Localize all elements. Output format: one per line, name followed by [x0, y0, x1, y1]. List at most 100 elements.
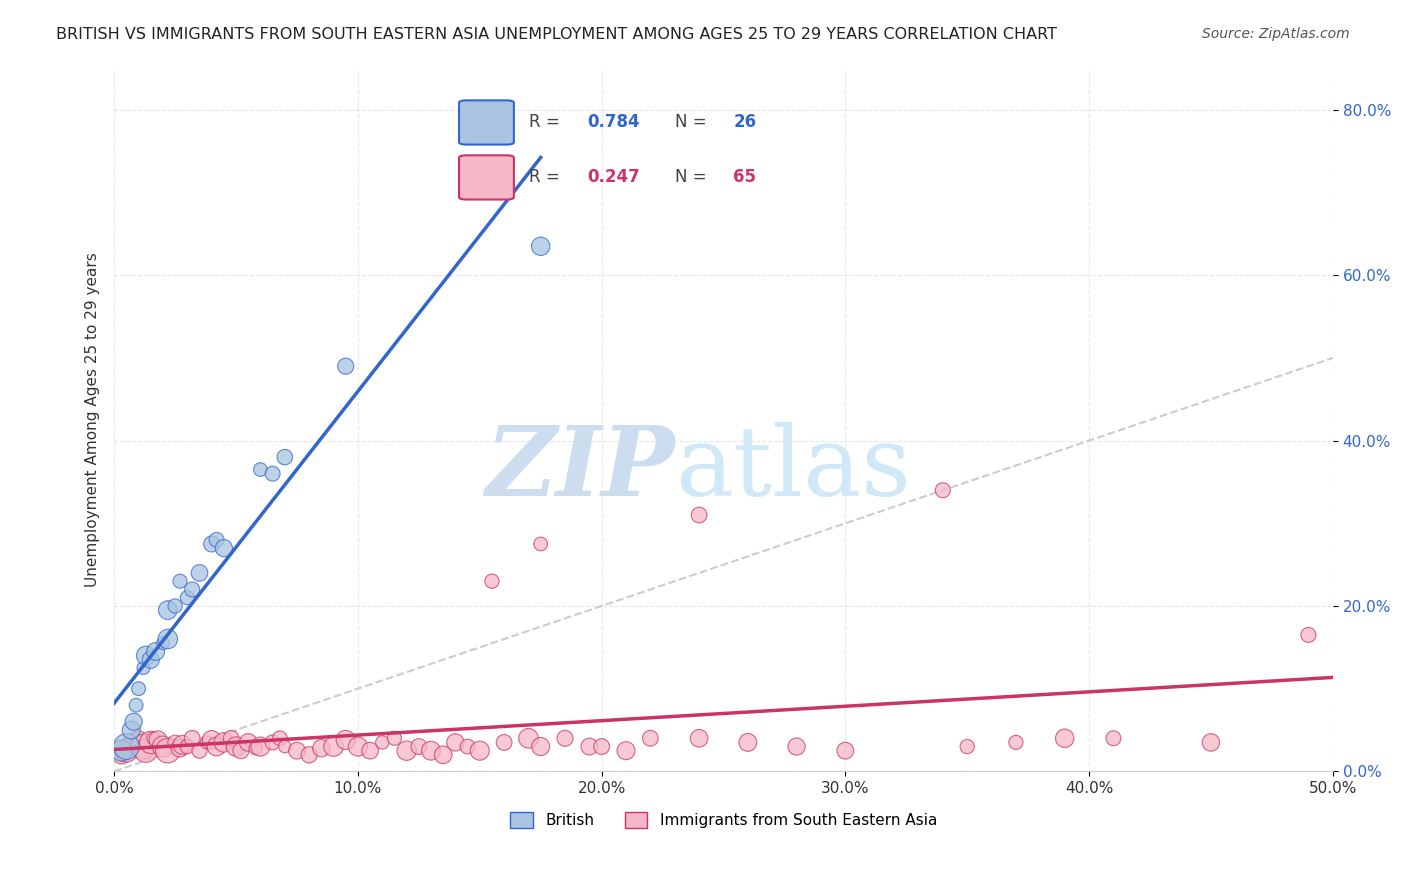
- Point: [169, 574, 191, 589]
- Point: [165, 599, 187, 613]
- Point: [201, 733, 224, 747]
- Point: [395, 744, 418, 758]
- Point: [530, 537, 553, 551]
- Point: [591, 739, 613, 754]
- Point: [1102, 731, 1125, 746]
- Point: [205, 739, 228, 754]
- Point: [132, 739, 155, 754]
- Point: [115, 744, 138, 758]
- Point: [152, 636, 174, 650]
- Point: [156, 603, 179, 617]
- Point: [274, 739, 297, 754]
- Point: [249, 739, 271, 754]
- Point: [786, 739, 808, 754]
- Point: [530, 239, 553, 253]
- Point: [110, 747, 132, 762]
- Point: [249, 462, 271, 476]
- Point: [262, 467, 284, 481]
- Point: [640, 731, 662, 746]
- Point: [578, 739, 600, 754]
- Point: [176, 739, 198, 754]
- Point: [481, 574, 503, 589]
- Point: [285, 744, 308, 758]
- Point: [156, 632, 179, 646]
- Text: BRITISH VS IMMIGRANTS FROM SOUTH EASTERN ASIA UNEMPLOYMENT AMONG AGES 25 TO 29 Y: BRITISH VS IMMIGRANTS FROM SOUTH EASTERN…: [56, 27, 1057, 42]
- Point: [122, 735, 145, 749]
- Point: [298, 747, 321, 762]
- Point: [614, 744, 637, 758]
- Point: [172, 738, 194, 752]
- Point: [110, 744, 132, 758]
- Point: [188, 566, 211, 580]
- Point: [146, 733, 169, 747]
- Point: [169, 741, 191, 756]
- Point: [212, 541, 235, 555]
- Point: [165, 735, 187, 749]
- Point: [125, 698, 148, 713]
- Point: [420, 744, 443, 758]
- Point: [132, 661, 155, 675]
- Point: [371, 735, 394, 749]
- Point: [201, 537, 224, 551]
- Point: [139, 653, 162, 667]
- Point: [530, 739, 553, 754]
- Point: [737, 735, 759, 749]
- Point: [834, 744, 856, 758]
- Text: atlas: atlas: [675, 422, 911, 516]
- Point: [384, 731, 406, 746]
- Y-axis label: Unemployment Among Ages 25 to 29 years: Unemployment Among Ages 25 to 29 years: [86, 252, 100, 587]
- Point: [1005, 735, 1028, 749]
- Point: [444, 735, 467, 749]
- Point: [128, 731, 150, 746]
- Point: [335, 733, 357, 747]
- Point: [1199, 735, 1222, 749]
- Point: [229, 744, 252, 758]
- Point: [142, 731, 165, 746]
- Point: [219, 731, 242, 746]
- Point: [432, 747, 454, 762]
- Point: [135, 744, 157, 758]
- Point: [688, 731, 710, 746]
- Point: [322, 739, 344, 754]
- Point: [225, 739, 247, 754]
- Point: [554, 731, 576, 746]
- Point: [238, 735, 260, 749]
- Point: [359, 744, 381, 758]
- Point: [176, 591, 198, 605]
- Legend: British, Immigrants from South Eastern Asia: British, Immigrants from South Eastern A…: [503, 805, 943, 834]
- Point: [517, 731, 540, 746]
- Point: [188, 744, 211, 758]
- Point: [311, 741, 333, 756]
- Point: [262, 735, 284, 749]
- Point: [956, 739, 979, 754]
- Text: ZIP: ZIP: [485, 422, 675, 516]
- Point: [212, 735, 235, 749]
- Point: [688, 508, 710, 522]
- Point: [468, 744, 491, 758]
- Point: [195, 735, 218, 749]
- Point: [181, 582, 204, 597]
- Point: [122, 714, 145, 729]
- Point: [457, 739, 479, 754]
- Point: [274, 450, 297, 464]
- Point: [139, 735, 162, 749]
- Point: [181, 731, 204, 746]
- Point: [269, 731, 291, 746]
- Point: [245, 741, 267, 756]
- Point: [335, 359, 357, 374]
- Point: [932, 483, 955, 498]
- Point: [135, 648, 157, 663]
- Point: [156, 744, 179, 758]
- Point: [408, 739, 430, 754]
- Point: [347, 739, 370, 754]
- Point: [145, 644, 167, 658]
- Point: [205, 533, 228, 547]
- Point: [118, 739, 141, 754]
- Point: [128, 681, 150, 696]
- Text: Source: ZipAtlas.com: Source: ZipAtlas.com: [1202, 27, 1350, 41]
- Point: [120, 723, 142, 737]
- Point: [115, 739, 138, 754]
- Point: [152, 739, 174, 754]
- Point: [1298, 628, 1320, 642]
- Point: [1053, 731, 1076, 746]
